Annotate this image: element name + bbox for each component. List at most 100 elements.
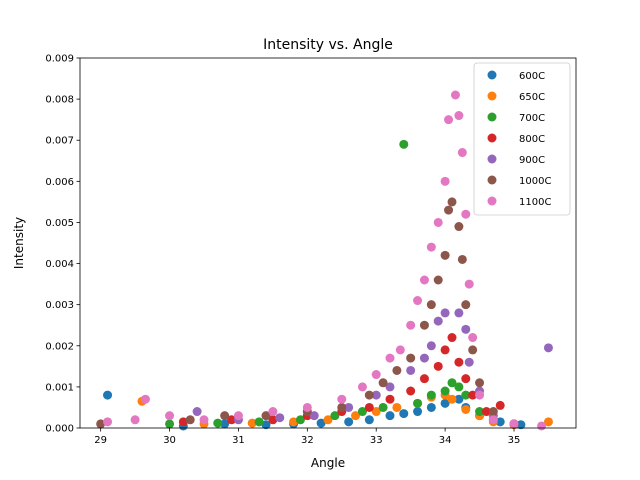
point-1000C-15 [447,197,457,207]
point-700C-11 [447,378,457,388]
point-900C-12 [454,308,464,318]
point-1100C-19 [444,115,454,125]
point-800C-2 [268,415,278,425]
point-1100C-3 [165,411,175,421]
legend-label-1100C: 1100C [519,197,551,208]
y-tick-label-7: 0.007 [45,136,74,147]
point-1100C-23 [461,209,471,219]
point-1100C-28 [509,419,519,429]
point-1100C-26 [475,390,485,400]
point-900C-5 [371,390,381,400]
legend-label-600C: 600C [519,71,545,82]
point-600C-16 [495,417,505,427]
point-900C-14 [464,357,474,367]
point-600C-5 [316,418,326,428]
point-1100C-11 [385,353,395,363]
point-1100C-13 [406,320,416,330]
point-700C-8 [413,398,423,408]
point-1100C-27 [488,415,498,425]
point-800C-9 [433,361,443,371]
point-600C-3 [261,420,271,430]
point-1000C-0 [96,419,106,429]
y-tick-label-0: 0.000 [45,424,74,435]
point-700C-3 [295,415,305,425]
point-900C-11 [440,308,450,318]
point-900C-8 [419,353,429,363]
point-800C-0 [178,417,188,427]
point-1000C-17 [457,254,467,264]
point-1000C-5 [337,402,347,412]
legend-marker-1100C [487,196,497,206]
x-tick-label-3: 32 [301,435,314,446]
point-900C-7 [406,365,416,375]
x-tick-label-0: 29 [94,435,107,446]
legend-marker-600C [487,70,497,80]
point-1100C-10 [371,370,381,380]
point-1000C-3 [261,411,271,421]
point-800C-12 [454,357,464,367]
x-tick-label-1: 30 [163,435,176,446]
point-800C-8 [419,374,429,384]
point-1100C-25 [468,333,478,343]
point-600C-17 [516,420,526,430]
plot-frame [79,57,577,429]
ticks: 29 30 31 32 33 34 35 0.000 0.001 0.002 0.003 0.004 0… [45,54,520,447]
point-1100C-0 [103,417,113,427]
point-700C-0 [165,419,175,429]
point-600C-9 [399,409,409,419]
point-900C-6 [385,382,395,392]
point-700C-5 [357,407,367,417]
point-1100C-29 [537,421,547,431]
point-600C-8 [385,411,395,421]
plot-points [96,90,553,431]
point-650C-7 [392,402,402,412]
point-1000C-19 [468,345,478,355]
point-800C-13 [461,374,471,384]
point-1100C-8 [337,394,347,404]
legend-label-1000C: 1000C [519,176,551,187]
y-tick-label-8: 0.008 [45,95,74,106]
point-800C-6 [385,394,395,404]
legend-label-800C: 800C [519,134,545,145]
point-1100C-24 [464,279,474,289]
point-800C-15 [481,407,491,417]
point-900C-13 [461,324,471,334]
point-800C-10 [440,345,450,355]
point-1100C-18 [440,176,450,186]
point-1000C-12 [433,275,443,285]
point-800C-14 [468,390,478,400]
point-1000C-1 [185,415,195,425]
legend-marker-650C [487,91,497,101]
x-tick-label-5: 34 [439,435,452,446]
point-600C-12 [440,398,450,408]
point-1000C-7 [378,378,388,388]
point-1100C-5 [233,411,243,421]
point-1100C-7 [302,402,312,412]
point-1100C-14 [413,296,423,306]
chart-title: Intensity vs. Angle [263,37,393,53]
point-650C-4 [323,415,333,425]
point-900C-4 [344,402,354,412]
y-tick-label-6: 0.006 [45,177,74,188]
y-tick-label-9: 0.009 [45,54,74,65]
point-700C-13 [461,390,471,400]
point-700C-10 [440,386,450,396]
point-900C-17 [543,343,553,353]
point-700C-6 [378,402,388,412]
point-600C-6 [344,417,354,427]
legend: 600C 650C 700C 800C 900C 1000C 1100C [473,62,571,216]
point-600C-0 [103,390,113,400]
point-1100C-15 [419,275,429,285]
point-1100C-17 [433,217,443,227]
point-1100C-2 [140,394,150,404]
point-900C-2 [275,413,285,423]
point-900C-10 [433,316,443,326]
point-600C-10 [413,407,423,417]
point-650C-16 [543,417,553,427]
point-800C-11 [447,333,457,343]
y-axis-label: Intensity [12,217,26,269]
y-tick-label-3: 0.003 [45,300,74,311]
point-700C-1 [213,418,223,428]
point-1100C-9 [357,382,367,392]
